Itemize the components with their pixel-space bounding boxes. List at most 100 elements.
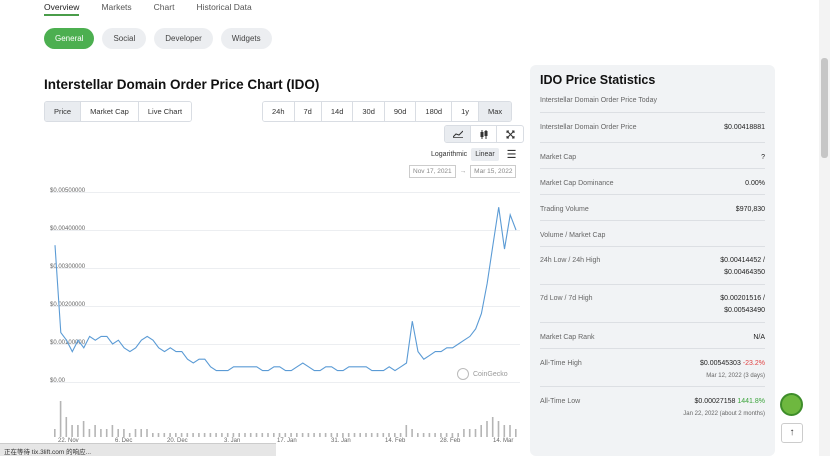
chart-menu-icon[interactable]: ☰: [506, 149, 517, 161]
volume-bar: [296, 433, 298, 437]
x-tick-label: 20. Dec: [167, 438, 188, 444]
scrollbar-track[interactable]: [819, 0, 830, 456]
stat-value: $0.00545303 -23.2% Mar 12, 2022 (3 days): [700, 358, 765, 382]
volume-bar: [284, 433, 287, 437]
volume-bar: [221, 433, 223, 437]
stat-row-rank: Market Cap Rank N/A: [540, 323, 765, 349]
volume-bar: [376, 433, 379, 437]
volume-bar: [209, 433, 212, 437]
stat-row-ath: All-Time High $0.00545303 -23.2% Mar 12,…: [540, 349, 765, 387]
volume-bar: [428, 433, 431, 437]
stat-change: 1441.8%: [737, 398, 765, 405]
stat-label: Market Cap Dominance: [540, 180, 614, 187]
type-price[interactable]: Price: [45, 102, 82, 121]
volume-bar: [451, 433, 454, 437]
scrollbar-thumb[interactable]: [821, 58, 828, 158]
type-market-cap[interactable]: Market Cap: [81, 102, 139, 121]
range-180d[interactable]: 180d: [416, 102, 453, 121]
volume-bar: [301, 433, 304, 437]
tab-chart[interactable]: Chart: [153, 2, 175, 12]
range-1y[interactable]: 1y: [452, 102, 480, 121]
arrow-icon: →: [459, 168, 467, 175]
gridline: [50, 192, 520, 193]
volume-bar: [365, 433, 367, 437]
range-max[interactable]: Max: [479, 102, 512, 121]
volume-bar: [324, 433, 327, 437]
price-line: [54, 207, 517, 372]
x-tick-label: 3. Jan: [224, 438, 241, 444]
volume-bar: [198, 433, 200, 437]
stat-row-atl: All-Time Low $0.00027158 1441.8% Jan 22,…: [540, 387, 765, 423]
volume-bar: [457, 433, 459, 437]
candlestick-icon[interactable]: [471, 126, 497, 142]
volume-bar: [497, 421, 500, 437]
range-90d[interactable]: 90d: [384, 102, 417, 121]
volume-bar: [394, 433, 396, 437]
stat-value: N/A: [753, 334, 765, 341]
stat-label: 24h Low / 24h High: [540, 257, 601, 264]
range-24h[interactable]: 24h: [263, 102, 295, 121]
volume-bar: [261, 433, 264, 437]
stat-value-low: $0.00201516 /: [720, 295, 765, 302]
subnav-developer[interactable]: Developer: [154, 28, 213, 49]
volume-bar: [140, 429, 142, 437]
coingecko-logo-icon: [457, 368, 469, 380]
volume-bar: [169, 433, 171, 437]
range-30d[interactable]: 30d: [353, 102, 385, 121]
subnav-widgets[interactable]: Widgets: [220, 28, 272, 49]
back-to-top-button[interactable]: ↑: [781, 423, 803, 443]
expand-icon[interactable]: [497, 126, 523, 142]
scale-linear[interactable]: Linear: [471, 148, 499, 161]
volume-bar: [215, 433, 217, 437]
volume-bar: [463, 429, 465, 437]
gecko-chat-button[interactable]: [780, 393, 803, 416]
gridline: [50, 344, 520, 345]
range-7d[interactable]: 7d: [294, 102, 322, 121]
volume-bar: [405, 425, 408, 437]
date-from-input[interactable]: Nov 17, 2021: [409, 165, 456, 178]
tab-overview[interactable]: Overview: [44, 0, 80, 16]
volume-bar: [290, 433, 292, 437]
stat-change: -23.2%: [742, 360, 765, 367]
stat-value: $0.00418881: [724, 124, 765, 131]
subnav-social[interactable]: Social: [102, 28, 147, 49]
volume-bar: [319, 433, 321, 437]
tab-markets[interactable]: Markets: [101, 2, 132, 12]
scale-logarithmic[interactable]: Logarithmic: [431, 151, 468, 158]
x-tick-label: 14. Feb: [385, 438, 406, 444]
volume-bar: [226, 433, 229, 437]
volume-bar: [359, 433, 361, 437]
volume-bar: [445, 433, 448, 437]
x-tick-label: 31. Jan: [331, 438, 351, 444]
stat-value-price: $0.00027158: [694, 398, 736, 405]
x-tick-label: 14. Mar: [493, 438, 514, 444]
stat-value-high: $0.00464350: [724, 269, 765, 276]
gridline: [50, 306, 520, 307]
volume-bar: [111, 425, 114, 437]
volume-bar: [434, 433, 436, 437]
stat-label: Market Cap Rank: [540, 334, 595, 341]
chart-title: Interstellar Domain Order Price Chart (I…: [44, 77, 320, 92]
volume-bar: [163, 433, 166, 437]
top-tabs: Overview Markets Chart Historical Data: [44, 0, 274, 16]
volume-bar: [440, 433, 442, 437]
volume-bar: [399, 433, 402, 437]
stat-label: All-Time High: [540, 360, 582, 367]
price-chart[interactable]: [50, 185, 520, 440]
line-chart-icon[interactable]: [445, 126, 471, 142]
date-to-input[interactable]: Mar 15, 2022: [470, 165, 517, 178]
x-tick-label: 6. Dec: [115, 438, 133, 444]
subnav: General Social Developer Widgets: [44, 28, 272, 49]
type-live-chart[interactable]: Live Chart: [138, 102, 192, 121]
volume-bar: [330, 433, 333, 437]
volume-bar: [273, 433, 275, 437]
volume-bar: [71, 425, 73, 437]
stat-label: All-Time Low: [540, 398, 581, 405]
tab-historical-data[interactable]: Historical Data: [196, 2, 252, 12]
volume-bar: [59, 401, 62, 437]
range-14d[interactable]: 14d: [321, 102, 354, 121]
stat-date: Mar 12, 2022 (3 days): [706, 373, 765, 379]
subnav-general[interactable]: General: [44, 28, 95, 49]
volume-bar: [307, 433, 310, 437]
volume-bar: [411, 429, 413, 437]
